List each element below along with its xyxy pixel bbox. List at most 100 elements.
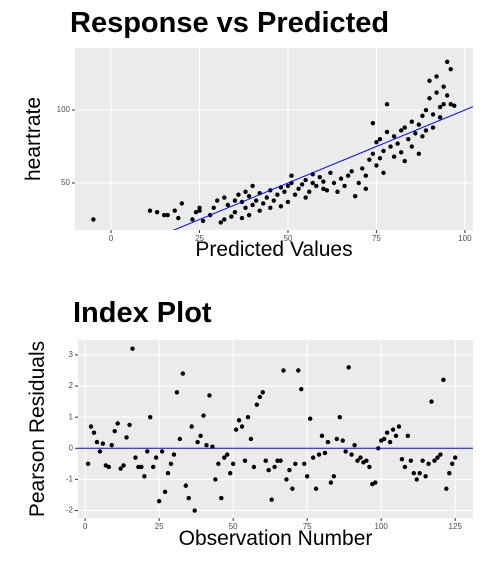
point: [408, 458, 414, 463]
point: [272, 464, 277, 470]
point: [218, 220, 223, 225]
y-axis-title: Pearson Residuals: [26, 341, 49, 517]
point: [391, 154, 397, 159]
point: [325, 439, 331, 445]
point: [435, 455, 440, 460]
point: [363, 173, 369, 178]
point: [180, 371, 186, 376]
point: [432, 458, 437, 463]
point: [321, 186, 326, 192]
x-tick-label: 50: [229, 522, 238, 531]
point: [142, 474, 147, 479]
point: [179, 201, 185, 206]
point: [239, 215, 245, 221]
point: [198, 433, 203, 439]
point: [430, 125, 436, 130]
point: [242, 458, 248, 463]
point: [317, 174, 323, 180]
y-tick-label: 2: [69, 381, 74, 390]
reference-line: [172, 106, 473, 230]
point: [91, 430, 97, 435]
point: [367, 464, 372, 470]
point: [349, 452, 354, 457]
point: [189, 424, 194, 429]
point: [245, 414, 251, 420]
point: [171, 452, 177, 457]
y-tick-label: -2: [66, 506, 74, 515]
point: [151, 464, 156, 470]
point: [225, 202, 231, 208]
x-axis-title: Observation Number: [179, 527, 373, 550]
point: [243, 189, 248, 194]
point: [363, 186, 369, 192]
point: [423, 474, 428, 479]
point: [281, 368, 286, 373]
point: [263, 458, 268, 463]
point: [358, 455, 363, 460]
point: [192, 508, 197, 513]
point: [299, 386, 304, 392]
point: [85, 461, 91, 467]
point: [239, 424, 245, 429]
point: [130, 346, 135, 351]
point: [453, 455, 458, 460]
point: [112, 428, 117, 434]
point: [411, 470, 416, 476]
point: [154, 209, 160, 215]
point: [304, 474, 310, 479]
point: [413, 131, 418, 136]
point: [335, 189, 340, 194]
point: [302, 461, 307, 467]
point: [402, 158, 407, 164]
point: [193, 209, 199, 215]
y-tick-label: 0: [69, 443, 74, 452]
x-tick-label: 75: [372, 234, 381, 243]
point: [278, 204, 284, 209]
point: [374, 163, 379, 168]
point: [444, 59, 450, 65]
point: [393, 433, 399, 439]
x-axis-title: Predicted Values: [195, 238, 352, 261]
point: [370, 120, 376, 126]
point: [236, 418, 242, 423]
point: [227, 470, 233, 476]
point: [437, 104, 443, 110]
point: [216, 461, 221, 467]
point: [340, 438, 345, 443]
point: [367, 157, 372, 162]
point: [282, 189, 287, 194]
point: [398, 128, 404, 133]
x-tick-label: 100: [458, 234, 472, 243]
point: [321, 179, 326, 184]
point: [337, 414, 342, 420]
point: [253, 198, 259, 203]
point: [420, 113, 425, 119]
point: [331, 474, 337, 479]
point: [434, 74, 439, 79]
point: [243, 205, 248, 211]
point: [246, 193, 252, 199]
point: [399, 456, 405, 462]
point: [248, 436, 254, 442]
point: [322, 450, 328, 456]
point: [307, 189, 312, 194]
point: [334, 436, 339, 442]
point: [254, 402, 260, 407]
point: [447, 470, 452, 476]
point: [219, 495, 224, 501]
y-tick-label: -1: [66, 475, 74, 484]
point: [420, 458, 425, 463]
point: [356, 180, 361, 186]
point: [91, 217, 96, 222]
point: [285, 183, 291, 189]
point: [338, 176, 344, 181]
point: [409, 144, 414, 149]
x-tick-label: 50: [284, 234, 293, 243]
point: [153, 455, 159, 460]
point: [364, 458, 369, 463]
point: [448, 66, 453, 72]
point: [390, 427, 396, 432]
point: [328, 170, 333, 175]
point: [343, 449, 348, 454]
point: [416, 122, 422, 127]
